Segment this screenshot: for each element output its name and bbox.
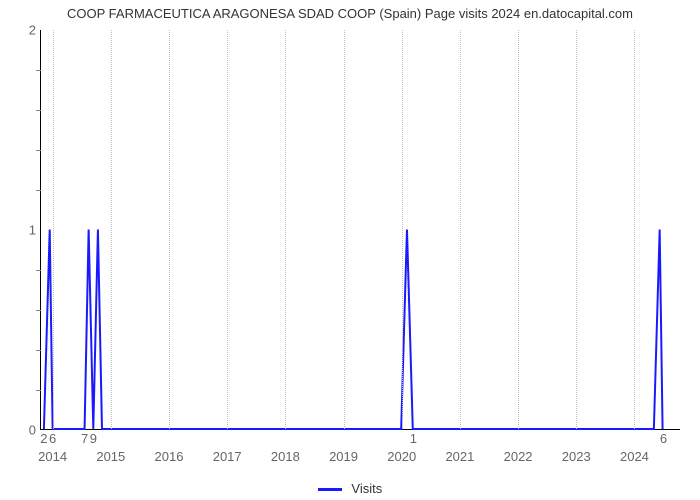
spike-value-label: 7 xyxy=(81,429,88,446)
gridline-vertical xyxy=(111,30,112,429)
chart-title: COOP FARMACEUTICA ARAGONESA SDAD COOP (S… xyxy=(0,6,700,21)
line-series-svg xyxy=(41,30,680,429)
gridline-vertical xyxy=(227,30,228,429)
ytick-minor xyxy=(36,70,41,71)
gridline-vertical xyxy=(460,30,461,429)
xtick-year-label: 2023 xyxy=(562,429,591,464)
xtick-year-label: 2024 xyxy=(620,429,649,464)
plot-area: 2014201520162017201820192020202120222023… xyxy=(40,30,680,430)
spike-value-label: 6 xyxy=(49,429,56,446)
gridline-vertical xyxy=(285,30,286,429)
ytick-minor xyxy=(36,350,41,351)
xtick-year-label: 2016 xyxy=(155,429,184,464)
xtick-year-label: 2021 xyxy=(445,429,474,464)
ytick-minor xyxy=(36,190,41,191)
xtick-year-label: 2017 xyxy=(213,429,242,464)
visits-line xyxy=(44,230,663,430)
ytick-minor xyxy=(36,110,41,111)
gridline-vertical xyxy=(344,30,345,429)
spike-value-label: 6 xyxy=(660,429,667,446)
gridline-vertical xyxy=(402,30,403,429)
legend-swatch xyxy=(318,488,342,491)
gridline-vertical xyxy=(576,30,577,429)
gridline-vertical xyxy=(634,30,635,429)
gridline-vertical xyxy=(53,30,54,429)
spike-value-label: 9 xyxy=(90,429,97,446)
legend-label: Visits xyxy=(351,481,382,496)
ytick-minor xyxy=(36,270,41,271)
xtick-year-label: 2015 xyxy=(96,429,125,464)
ytick-label: 2 xyxy=(0,23,36,38)
legend: Visits xyxy=(0,481,700,496)
gridline-vertical xyxy=(169,30,170,429)
spike-value-label: 2 xyxy=(40,429,47,446)
ytick-label: 0 xyxy=(0,423,36,438)
ytick-minor xyxy=(36,150,41,151)
xtick-year-label: 2019 xyxy=(329,429,358,464)
ytick-label: 1 xyxy=(0,223,36,238)
xtick-year-label: 2022 xyxy=(504,429,533,464)
gridline-vertical xyxy=(518,30,519,429)
ytick-minor xyxy=(36,390,41,391)
spike-value-label: 1 xyxy=(410,429,417,446)
ytick-minor xyxy=(36,310,41,311)
xtick-year-label: 2018 xyxy=(271,429,300,464)
chart-container: COOP FARMACEUTICA ARAGONESA SDAD COOP (S… xyxy=(0,0,700,500)
